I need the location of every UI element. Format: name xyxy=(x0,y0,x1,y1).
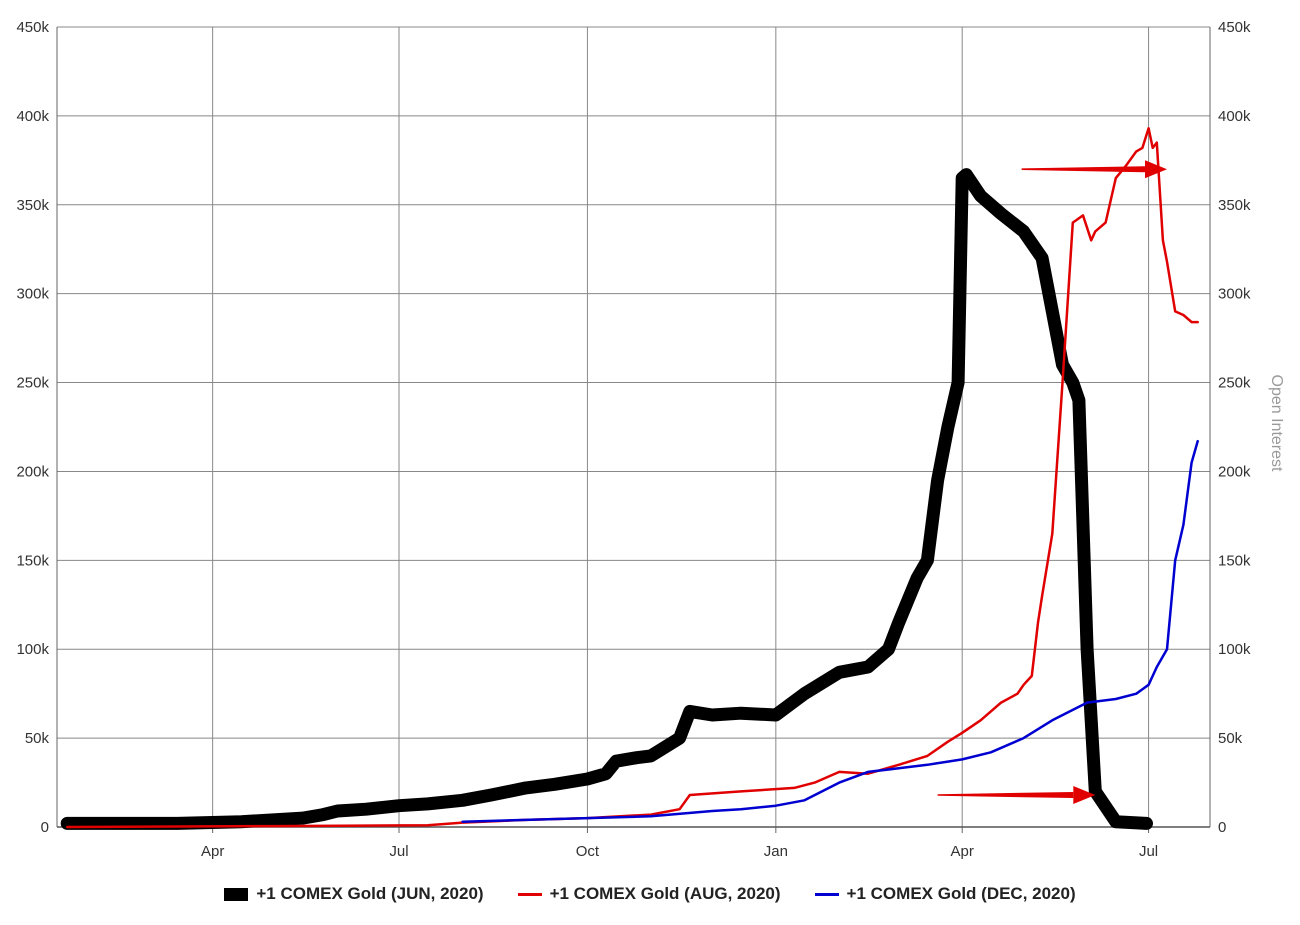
y-tick-label-left: 150k xyxy=(16,552,49,569)
y-tick-label-right: 0 xyxy=(1218,819,1226,836)
y-tick-label-right: 100k xyxy=(1218,641,1251,658)
x-tick-label: Jul xyxy=(1139,843,1158,860)
legend-swatch-1 xyxy=(517,892,542,896)
y-tick-label-right: 200k xyxy=(1218,463,1251,480)
annotation-arrow-0 xyxy=(1021,160,1167,179)
legend-item-1: +1 COMEX Gold (AUG, 2020) xyxy=(517,884,781,904)
series-line-1 xyxy=(65,127,1199,829)
legend-swatch-2 xyxy=(814,892,839,896)
y-axis-right: 0 50k 100k 150k 200k 250k 300k 350k 400k 450k xyxy=(1218,19,1251,836)
y-tick-label-right: 250k xyxy=(1218,375,1251,392)
y-tick-label-left: 350k xyxy=(16,197,49,214)
y-tick-label-right: 400k xyxy=(1218,108,1251,125)
y-tick-label-right: 300k xyxy=(1218,286,1251,303)
series-line-2 xyxy=(461,439,1199,823)
y-tick-label-left: 400k xyxy=(16,108,49,125)
y-tick-label-left: 300k xyxy=(16,286,49,303)
y-tick-label-left: 0 xyxy=(41,819,49,836)
y-tick-label-right: 150k xyxy=(1218,552,1251,569)
annotation-arrow-1 xyxy=(937,786,1096,804)
x-axis: Apr Jul Oct Jan Apr Jul xyxy=(201,843,1158,860)
legend-label-1: +1 COMEX Gold (AUG, 2020) xyxy=(549,884,781,903)
x-tick-label: Jan xyxy=(764,843,788,860)
series-line-0 xyxy=(60,168,1153,830)
y-tick-label-right: 450k xyxy=(1218,19,1251,36)
x-tick-label: Oct xyxy=(576,843,600,860)
y-tick-label-left: 450k xyxy=(16,19,49,36)
open-interest-chart: 0 50k 100k 150k 200k 250k 300k 350k 400k 450k 0 50… xyxy=(16,19,1285,860)
x-tick-label: Jul xyxy=(389,843,408,860)
legend-swatch-0 xyxy=(224,887,249,901)
x-tick-label: Apr xyxy=(951,843,974,860)
legend-item-0: +1 COMEX Gold (JUN, 2020) xyxy=(224,884,484,904)
y-axis-left: 0 50k 100k 150k 200k 250k 300k 350k 400k 450k xyxy=(16,19,49,836)
y-tick-label-left: 200k xyxy=(16,463,49,480)
series-layer xyxy=(60,127,1199,830)
annotation-layer xyxy=(937,160,1167,804)
x-tick-label: Apr xyxy=(201,843,224,860)
legend-label-0: +1 COMEX Gold (JUN, 2020) xyxy=(256,884,484,903)
y-tick-label-right: 50k xyxy=(1218,730,1243,747)
y-tick-label-left: 250k xyxy=(16,375,49,392)
y-tick-label-left: 100k xyxy=(16,641,49,658)
y-tick-label-left: 50k xyxy=(25,730,50,747)
legend: +1 COMEX Gold (JUN, 2020) +1 COMEX Gold (… xyxy=(0,884,1300,904)
grid-lines xyxy=(56,26,1211,833)
y-tick-label-right: 350k xyxy=(1218,197,1251,214)
legend-label-2: +1 COMEX Gold (DEC, 2020) xyxy=(846,884,1076,903)
right-axis-title: Open Interest xyxy=(1268,375,1285,473)
legend-item-2: +1 COMEX Gold (DEC, 2020) xyxy=(814,884,1076,904)
